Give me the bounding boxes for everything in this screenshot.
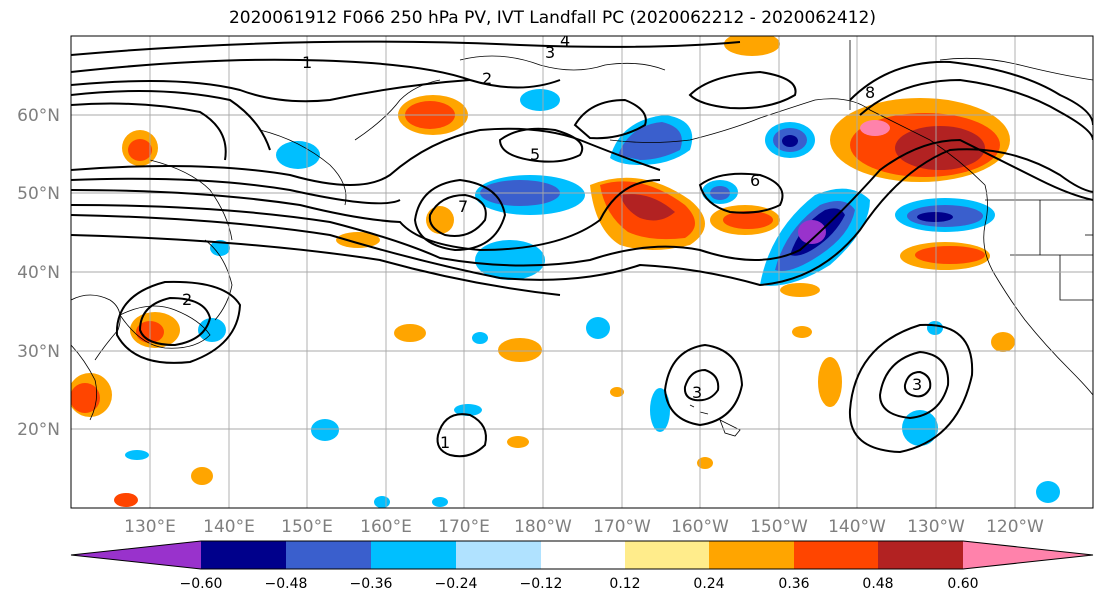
longitude-labels: 130°E 140°E 150°E 160°E 170°E 180°W 170°… [124, 517, 1044, 537]
negative-anomaly-region [610, 115, 693, 165]
lon-label: 130°W [907, 517, 965, 537]
map-border [70, 35, 1094, 509]
colorbar-segment [963, 541, 1093, 569]
colorbar-segment [541, 541, 625, 569]
colorbar-segment [71, 541, 201, 569]
contour-label: 2 [182, 290, 192, 309]
contour-label: 2 [482, 69, 492, 88]
colorbar-segment [625, 541, 709, 569]
contour-label: 1 [440, 433, 450, 452]
lon-label: 120°W [986, 517, 1044, 537]
colorbar-tick-label: 0.60 [947, 576, 978, 592]
contour-label: 1 [302, 53, 312, 72]
colorbar-tick-label: −0.48 [265, 576, 308, 592]
positive-anomaly-region [710, 205, 780, 235]
contour-label: 8 [865, 83, 875, 102]
colorbar-tick-label: 0.48 [862, 576, 893, 592]
colorbar-segment [878, 541, 963, 569]
colorbar-tick-label: 0.12 [609, 576, 640, 592]
positive-anomaly-region [71, 36, 1015, 507]
lon-label: 140°W [828, 517, 886, 537]
lon-label: 170°E [438, 517, 490, 537]
lon-label: 150°W [750, 517, 808, 537]
contour-label: 3 [692, 383, 702, 402]
contour-label: 6 [750, 171, 760, 190]
colorbar-segment [794, 541, 878, 569]
map-panel: 1 2 3 4 5 6 7 8 2 3 3 1 [71, 31, 1093, 508]
contour-label: 3 [545, 43, 555, 62]
lon-label: 180°W [514, 517, 572, 537]
colorbar-tick-label: −0.24 [435, 576, 478, 592]
lat-label-40n: 40°N [17, 263, 60, 283]
colorbar-segment [201, 541, 286, 569]
colorbar-segment [456, 541, 541, 569]
coastlines [71, 40, 1093, 437]
lat-label-50n: 50°N [17, 184, 60, 204]
pv-contours [71, 40, 1093, 458]
lon-label: 160°W [671, 517, 729, 537]
contour-label: 7 [458, 197, 468, 216]
lon-label: 160°E [360, 517, 412, 537]
lon-label: 170°W [593, 517, 651, 537]
colorbar-tick-label: 0.36 [778, 576, 809, 592]
colorbar: −0.60 −0.48 −0.36 −0.24 −0.12 0.12 0.24 … [70, 540, 1094, 592]
colorbar-segment [286, 541, 371, 569]
latitude-labels: 60°N 50°N 40°N 30°N 20°N [17, 106, 60, 440]
lon-label: 130°E [124, 517, 176, 537]
colorbar-segment [709, 541, 794, 569]
lon-label: 140°E [203, 517, 255, 537]
contour-label: 3 [912, 375, 922, 394]
lat-label-30n: 30°N [17, 342, 60, 362]
colorbar-outline [70, 540, 1094, 570]
figure-title: 2020061912 F066 250 hPa PV, IVT Landfall… [228, 8, 876, 28]
colorbar-tick-label: −0.12 [520, 576, 563, 592]
colorbar-tick-label: −0.60 [180, 576, 223, 592]
contour-label: 5 [530, 145, 540, 164]
colorbar-tick-label: −0.36 [350, 576, 393, 592]
contour-labels: 1 2 3 4 5 6 7 8 2 3 3 1 [182, 31, 922, 452]
negative-anomaly-region [125, 89, 1060, 508]
lat-label-60n: 60°N [17, 106, 60, 126]
lon-label: 150°E [281, 517, 333, 537]
contour-label: 4 [560, 31, 570, 50]
colorbar-segment [371, 541, 456, 569]
lat-label-20n: 20°N [17, 420, 60, 440]
colorbar-tick-label: 0.24 [693, 576, 724, 592]
